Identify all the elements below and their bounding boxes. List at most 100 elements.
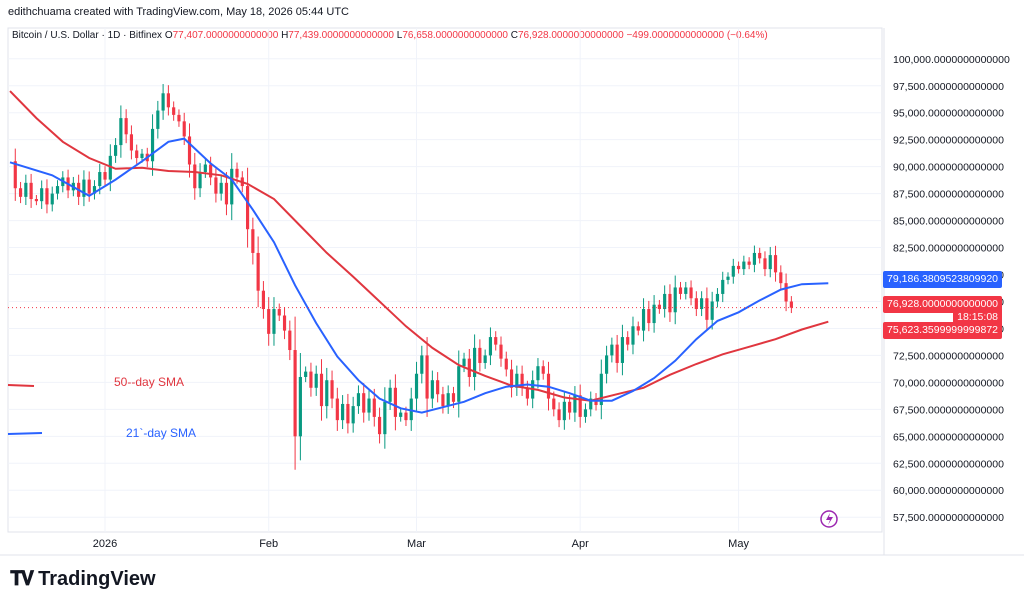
candle-body [689,287,693,299]
candle-body [721,279,725,294]
candle-body [150,128,155,162]
candle-body [98,172,102,187]
candle-body [129,134,134,151]
candle-body [473,347,477,377]
candle-body [124,118,128,135]
candle-body [636,326,640,331]
candle-body [731,265,735,277]
candle-body [304,371,308,377]
candle-body [377,416,382,435]
candle-body [288,330,292,351]
y-tick-label: 90,000.0000000000000 [893,162,1004,174]
y-tick-label: 92,500.0000000000000 [893,135,1004,147]
candle-body [319,373,324,407]
candle-body [747,261,751,265]
candle-body [647,309,651,324]
y-tick-label: 85,000.0000000000000 [893,216,1004,228]
brand-name: TradingView [38,568,156,590]
tradingview-logo[interactable]: 𝐓𝐕 TradingView [10,568,156,591]
candle-body [219,182,223,194]
candle-body [13,161,17,189]
candle-body [209,164,213,178]
candle-body [700,298,704,310]
candle-body [758,252,762,259]
candle-body [414,373,419,399]
candle-body [525,387,529,399]
candle-body [309,371,313,388]
sma50-legend-label: 50--day SMA [114,375,184,389]
candle-body [393,387,397,417]
candle-body [436,380,440,395]
candle-body [610,344,614,356]
high-value: 77,439.0000000000000 [288,30,394,41]
candle-body [372,398,376,417]
open-value: 77,407.0000000000000 [172,30,279,41]
candle-body [573,395,577,413]
y-tick-label: 95,000.0000000000000 [893,108,1004,120]
replay-icon [820,510,838,528]
candle-body [425,355,429,399]
candle-body [261,290,265,310]
candle-body [198,172,202,189]
y-tick-label: 97,500.0000000000000 [893,81,1004,93]
y-tick-label: 70,000.0000000000000 [893,377,1004,389]
candle-body [245,186,250,230]
candle-body [362,393,366,413]
sma21-price-badge: 79,186.3809523809920 [883,271,1002,288]
y-tick-label: 100,000.0000000000000 [893,54,1010,66]
candle-body [182,121,186,137]
candle-body [87,179,91,194]
y-tick-label: 65,000.0000000000000 [893,431,1004,443]
sma50-line [9,90,829,402]
candle-body [599,373,603,406]
last-price-badge: 76,928.0000000000000 [883,296,1002,313]
y-tick-label: 82,500.0000000000000 [893,243,1004,255]
candle-body [420,355,424,374]
candle-body [177,114,181,122]
candle-body [50,193,54,205]
sma50-price-badge: 75,623.3599999999872 [883,322,1002,339]
candle-body [763,258,767,270]
lightning-icon [826,513,833,525]
candle-body [409,398,413,421]
candle-body [752,252,756,265]
candle-body [499,344,503,359]
candle-body [494,337,498,345]
candle-body [488,337,493,356]
candle-body [140,153,144,159]
candle-body [562,401,566,421]
change-value: −499.0000000000000 (−0.64%) [626,30,768,41]
candle-body [156,110,160,129]
candle-body [589,398,593,410]
candle-body [446,393,450,407]
candle-body [330,380,334,399]
y-tick-label: 67,500.0000000000000 [893,404,1004,416]
candle-body [678,287,683,294]
candle-body [92,186,97,194]
candle-body [55,186,60,194]
countdown-badge: 18:15:08 [953,309,1002,326]
candle-body [631,326,635,345]
candle-body [784,283,788,302]
candle-body [193,164,197,189]
candle-body [282,315,287,331]
candle-body [166,93,170,108]
candle-body [742,261,746,270]
candle-body [82,179,86,197]
candle-body [515,373,519,388]
low-value: 76,658.0000000000000 [402,30,508,41]
candle-body [135,150,139,159]
symbol-label: Bitcoin / U.S. Dollar · 1D · Bitfinex [12,30,163,41]
close-value: 76,928.0000000000000 [518,30,624,41]
candle-body [34,199,38,202]
candle-body [483,355,487,363]
candle-body [504,358,508,370]
candle-body [509,369,514,388]
tradingview-logo-icon: 𝐓𝐕 [10,568,34,590]
candle-body [388,387,392,402]
y-tick-label: 72,500.0000000000000 [893,350,1004,362]
candle-body [779,272,783,284]
candle-body [684,287,688,294]
candle-body [467,358,471,377]
